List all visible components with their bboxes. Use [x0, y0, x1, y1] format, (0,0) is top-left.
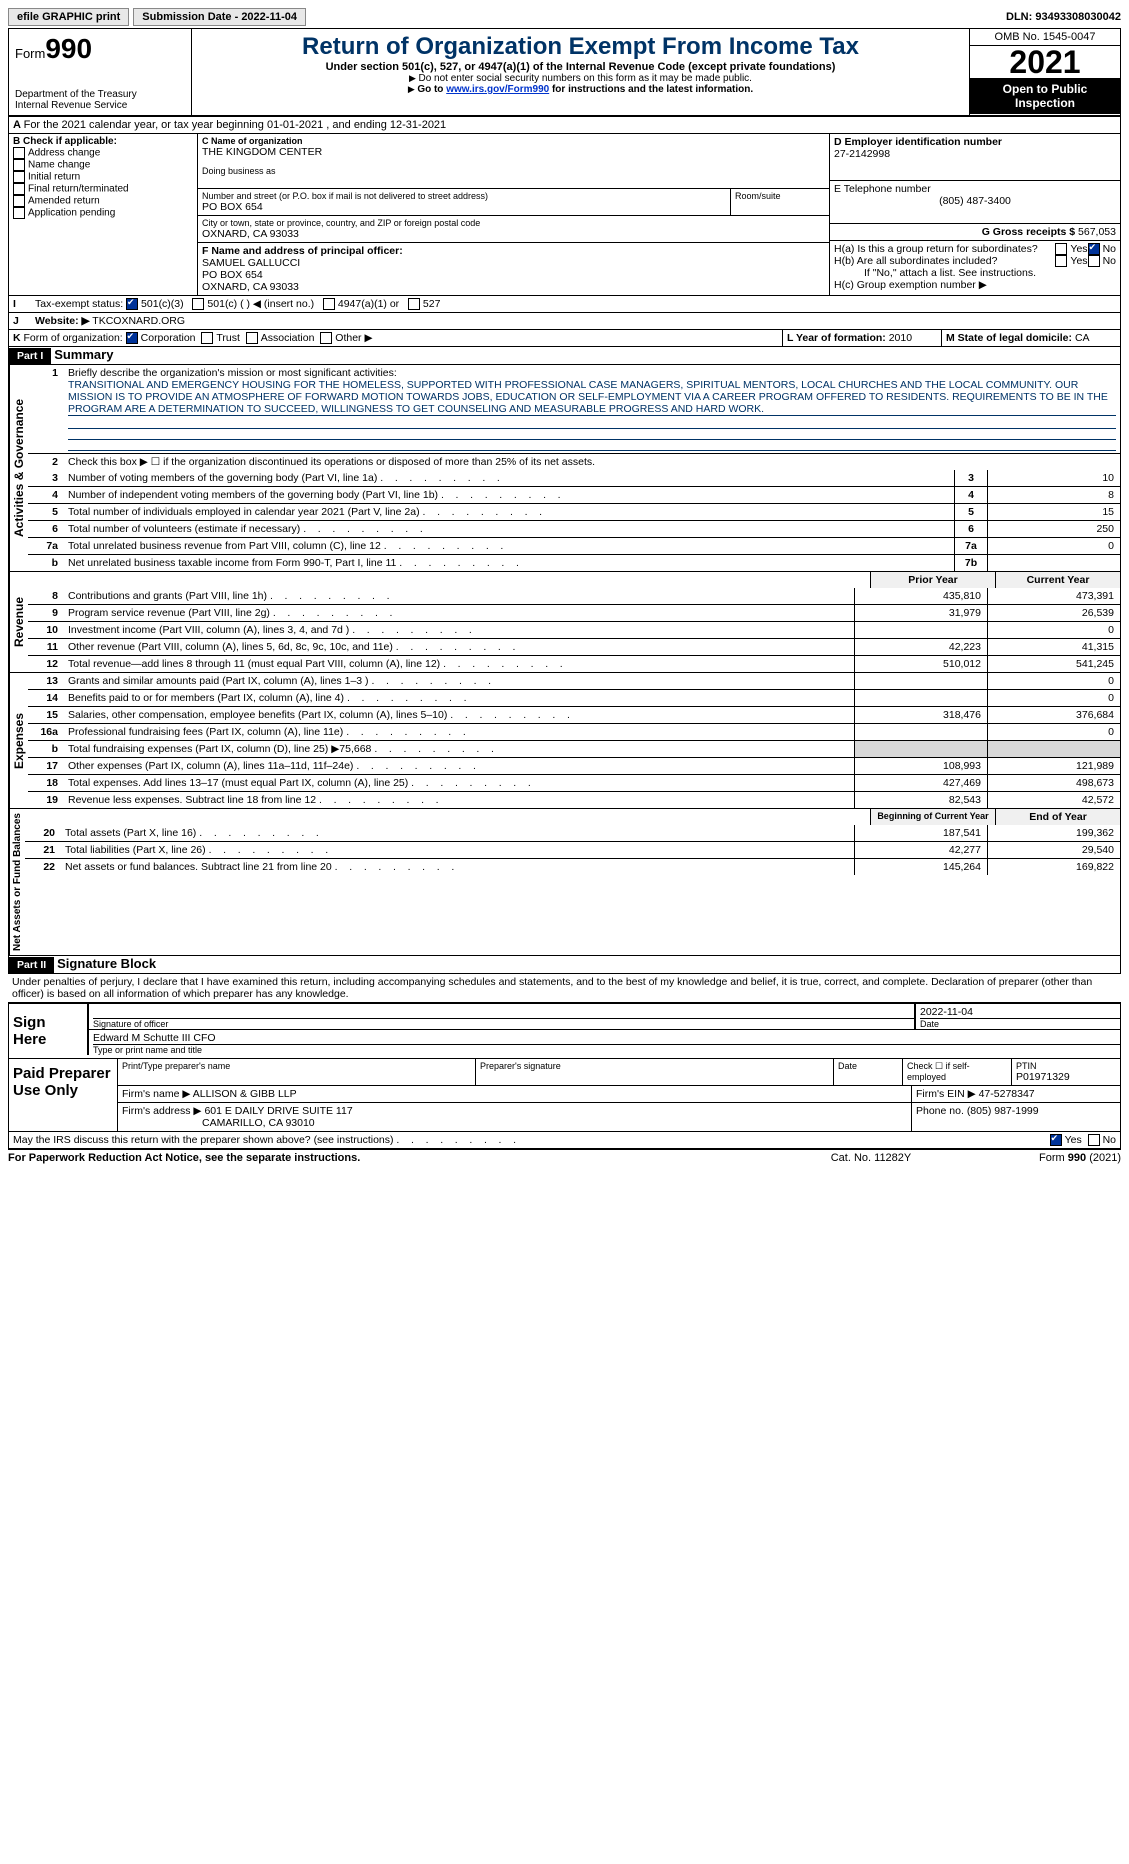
part2-hdr: Part II Signature Block — [8, 956, 1121, 974]
revenue: Revenue Prior YearCurrent Year 8Contribu… — [8, 572, 1121, 673]
sub2: Do not enter social security numbers on … — [196, 73, 965, 84]
check-name-change[interactable]: Name change — [13, 159, 193, 171]
mission: TRANSITIONAL AND EMERGENCY HOUSING FOR T… — [68, 379, 1116, 416]
side-revenue: Revenue — [9, 572, 28, 672]
sub3: Go to www.irs.gov/Form990 for instructio… — [196, 84, 965, 95]
exp-line-16a: 16aProfessional fundraising fees (Part I… — [28, 723, 1120, 740]
may-discuss: May the IRS discuss this return with the… — [8, 1132, 1121, 1149]
firm: ALLISON & GIBB LLP — [193, 1088, 297, 1100]
gross: 567,053 — [1078, 226, 1116, 238]
form-label: Form990 — [15, 33, 185, 65]
rev-line-10: 10Investment income (Part VIII, column (… — [28, 621, 1120, 638]
section-i: I Tax-exempt status: 501(c)(3) 501(c) ( … — [8, 296, 1121, 313]
side-activities: Activities & Governance — [9, 365, 28, 571]
rev-line-8: 8Contributions and grants (Part VIII, li… — [28, 588, 1120, 604]
side-netassets: Net Assets or Fund Balances — [9, 809, 25, 955]
declaration: Under penalties of perjury, I declare th… — [8, 974, 1121, 1002]
bcdefgh-row: B Check if applicable: Address changeNam… — [8, 134, 1121, 296]
city: OXNARD, CA 93033 — [202, 228, 825, 240]
rev-line-9: 9Program service revenue (Part VIII, lin… — [28, 604, 1120, 621]
net-assets: Net Assets or Fund Balances Beginning of… — [8, 809, 1121, 956]
dln: DLN: 93493308030042 — [1006, 11, 1121, 23]
exp-line-17: 17Other expenses (Part IX, column (A), l… — [28, 757, 1120, 774]
part1-hdr: Part I Summary — [8, 347, 1121, 365]
efile-btn[interactable]: efile GRAPHIC print — [8, 8, 129, 26]
title: Return of Organization Exempt From Incom… — [196, 33, 965, 61]
line-3: 3Number of voting members of the governi… — [28, 470, 1120, 486]
right-col: D Employer identification number 27-2142… — [829, 134, 1120, 295]
ein: 27-2142998 — [834, 148, 1116, 160]
line-6: 6Total number of volunteers (estimate if… — [28, 520, 1120, 537]
org-name: THE KINGDOM CENTER — [202, 146, 825, 158]
line-5: 5Total number of individuals employed in… — [28, 503, 1120, 520]
na-line-20: 20Total assets (Part X, line 16)187,5411… — [25, 825, 1120, 841]
na-line-22: 22Net assets or fund balances. Subtract … — [25, 858, 1120, 875]
section-b: B Check if applicable: Address changeNam… — [9, 134, 198, 295]
sign-here: Sign Here Signature of officer 2022-11-0… — [8, 1002, 1121, 1059]
header: Form990 Department of the Treasury Inter… — [8, 28, 1121, 117]
activities-gov: Activities & Governance 1 Briefly descri… — [8, 365, 1121, 572]
irs: Internal Revenue Service — [15, 100, 185, 111]
website: TKCOXNARD.ORG — [92, 315, 185, 327]
check-initial-return[interactable]: Initial return — [13, 171, 193, 183]
line-4: 4Number of independent voting members of… — [28, 486, 1120, 503]
sub1: Under section 501(c), 527, or 4947(a)(1)… — [196, 61, 965, 73]
officer-name: Edward M Schutte III CFO — [93, 1032, 1120, 1044]
footer: For Paperwork Reduction Act Notice, see … — [8, 1149, 1121, 1164]
check-application-pending[interactable]: Application pending — [13, 207, 193, 219]
year: 2021 — [970, 46, 1120, 78]
exp-line-19: 19Revenue less expenses. Subtract line 1… — [28, 791, 1120, 808]
exp-line-14: 14Benefits paid to or for members (Part … — [28, 689, 1120, 706]
check-address-change[interactable]: Address change — [13, 147, 193, 159]
line-7b: bNet unrelated business taxable income f… — [28, 554, 1120, 571]
section-f: F Name and address of principal officer:… — [198, 243, 829, 295]
section-klm: K Form of organization: Corporation Trus… — [8, 330, 1121, 347]
phone: (805) 487-3400 — [834, 195, 1116, 207]
top-bar: efile GRAPHIC print Submission Date - 20… — [8, 8, 1121, 26]
exp-line-18: 18Total expenses. Add lines 13–17 (must … — [28, 774, 1120, 791]
section-h: H(a) Is this a group return for subordin… — [830, 241, 1120, 293]
expenses: Expenses 13Grants and similar amounts pa… — [8, 673, 1121, 809]
line-7a: 7aTotal unrelated business revenue from … — [28, 537, 1120, 554]
section-j: J Website: ▶ TKCOXNARD.ORG — [8, 313, 1121, 330]
irs-link[interactable]: www.irs.gov/Form990 — [446, 84, 549, 95]
exp-line-13: 13Grants and similar amounts paid (Part … — [28, 673, 1120, 689]
open-public: Open to Public Inspection — [970, 78, 1120, 114]
na-line-21: 21Total liabilities (Part X, line 26)42,… — [25, 841, 1120, 858]
paid-preparer: Paid Preparer Use Only Print/Type prepar… — [8, 1059, 1121, 1132]
check-amended-return[interactable]: Amended return — [13, 195, 193, 207]
section-c: C Name of organization THE KINGDOM CENTE… — [198, 134, 829, 295]
subdate-btn[interactable]: Submission Date - 2022-11-04 — [133, 8, 306, 26]
rev-line-12: 12Total revenue—add lines 8 through 11 (… — [28, 655, 1120, 672]
exp-line-b: bTotal fundraising expenses (Part IX, co… — [28, 740, 1120, 757]
check-final-return-terminated[interactable]: Final return/terminated — [13, 183, 193, 195]
side-expenses: Expenses — [9, 673, 28, 808]
exp-line-15: 15Salaries, other compensation, employee… — [28, 706, 1120, 723]
dept: Department of the Treasury — [15, 89, 185, 100]
street: PO BOX 654 — [202, 201, 726, 213]
section-a: A For the 2021 calendar year, or tax yea… — [8, 117, 1121, 134]
rev-line-11: 11Other revenue (Part VIII, column (A), … — [28, 638, 1120, 655]
